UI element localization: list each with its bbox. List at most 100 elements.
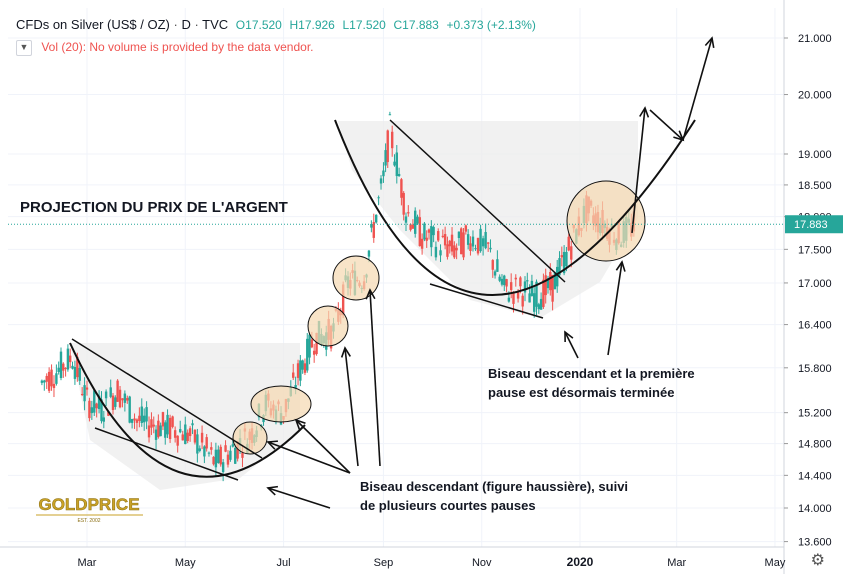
candle-body: [97, 395, 101, 410]
x-tick-label: Mar: [78, 557, 97, 569]
annotation-right-line1: Biseau descendant et la première: [488, 366, 695, 381]
candle-body: [519, 277, 522, 287]
candle-body: [551, 275, 554, 302]
candle-body: [104, 391, 108, 399]
candle-body: [528, 293, 531, 303]
candle-body: [214, 449, 218, 468]
candle-body: [479, 228, 482, 252]
candle-body: [496, 259, 499, 272]
annotation-right-line2: pause est désormais terminée: [488, 385, 675, 400]
candle-body: [150, 419, 153, 428]
volume-indicator-row: ▼ Vol (20): No volume is provided by the…: [16, 40, 314, 56]
pointer-arrow-1: [267, 441, 351, 474]
candle-body: [388, 114, 392, 116]
pointer-arrow-1-head: [266, 440, 279, 450]
x-tick-label: Sep: [374, 557, 394, 569]
annotation-bottom-line1: Biseau descendant (figure haussière), su…: [360, 479, 629, 494]
candle-body: [154, 429, 158, 440]
candle-body: [420, 238, 424, 249]
candle-body: [100, 399, 103, 422]
candle-body: [460, 228, 463, 255]
candle-body: [231, 444, 235, 447]
candle-body: [453, 245, 456, 258]
candle-body: [95, 403, 98, 409]
y-tick-label: 14.800: [798, 439, 832, 451]
projection-arrow-up-2: [682, 37, 713, 141]
y-tick-label: 15.800: [798, 363, 832, 375]
candle-body: [507, 297, 511, 302]
candle-body: [234, 447, 237, 464]
settings-gear-icon[interactable]: ⚙: [810, 552, 825, 569]
candle-body: [402, 192, 405, 215]
candle-body: [471, 236, 475, 247]
candle-body: [164, 422, 167, 438]
candle-body: [570, 246, 573, 260]
candle-body: [140, 406, 143, 423]
candle-body: [203, 446, 206, 457]
projection-arrow-down: [649, 109, 684, 141]
cup-arc-1: [69, 342, 306, 478]
candle-body: [212, 456, 215, 465]
y-tick-label: 19.000: [798, 149, 832, 161]
pause-circle-1: [232, 421, 268, 455]
candle-body: [236, 441, 239, 459]
pointer-arrow-2: [295, 419, 351, 474]
candle-body: [299, 360, 302, 381]
projection-arrow-up-1: [631, 107, 646, 234]
candle-body: [400, 179, 403, 198]
candle-body: [414, 210, 417, 234]
pointer-arrow-3-head: [340, 346, 351, 358]
wedge-2-bottom-line: [429, 283, 544, 319]
pause-circle-5: [566, 180, 646, 262]
candle-body: [384, 150, 387, 166]
candle-body: [542, 279, 545, 308]
candle-body: [138, 415, 141, 422]
candle-body: [68, 355, 72, 363]
candle-body: [432, 227, 435, 236]
candle-body: [503, 275, 506, 286]
candle-body: [407, 212, 410, 214]
goldprice-logo: GOLDPRICE EST. 2002: [36, 495, 143, 524]
y-tick-label: 13.600: [798, 537, 832, 549]
candle-body: [196, 434, 199, 454]
projection-title: PROJECTION DU PRIX DE L'ARGENT: [20, 199, 288, 216]
pointer-arrow-5-head: [266, 485, 279, 496]
candle-body: [544, 275, 547, 296]
candle-body: [135, 419, 139, 423]
candle-body: [188, 428, 192, 437]
ohlc-low: L17.520: [342, 18, 386, 32]
candle-body: [306, 338, 309, 371]
y-tick-label: 21.000: [798, 33, 832, 45]
candle-body: [50, 369, 53, 387]
candle-body: [367, 250, 371, 257]
chart-legend: CFDs on Silver (US$ / OZ) · D · TVC O17.…: [16, 17, 536, 32]
candle-body: [372, 222, 375, 238]
candle-body: [191, 423, 194, 426]
candle-body: [171, 416, 174, 427]
candle-body: [448, 240, 451, 247]
candle-body: [184, 424, 187, 445]
x-tick-label: 2020: [567, 555, 594, 569]
chevron-down-icon[interactable]: ▼: [16, 40, 32, 56]
y-tick-label: 14.000: [798, 503, 832, 515]
candle-body: [52, 383, 56, 389]
interval-label: D: [181, 17, 191, 32]
candle-body: [530, 280, 534, 296]
candle-body: [386, 130, 389, 163]
pause-circle-4: [332, 255, 380, 301]
projection-arrow-up-2-head: [704, 36, 715, 48]
pointer-arrow-7-head: [564, 330, 574, 343]
candle-body: [312, 350, 316, 355]
candle-body: [476, 237, 480, 254]
candle-body: [83, 385, 86, 402]
candle-body: [47, 371, 51, 391]
candle-body: [565, 251, 568, 267]
candle-body: [553, 272, 557, 290]
pointer-arrow-6-head: [615, 260, 626, 272]
candle-body: [532, 293, 536, 312]
candle-body: [198, 448, 201, 451]
candle-body: [491, 260, 494, 270]
pointer-arrow-5: [267, 487, 331, 509]
candle-body: [404, 216, 408, 223]
